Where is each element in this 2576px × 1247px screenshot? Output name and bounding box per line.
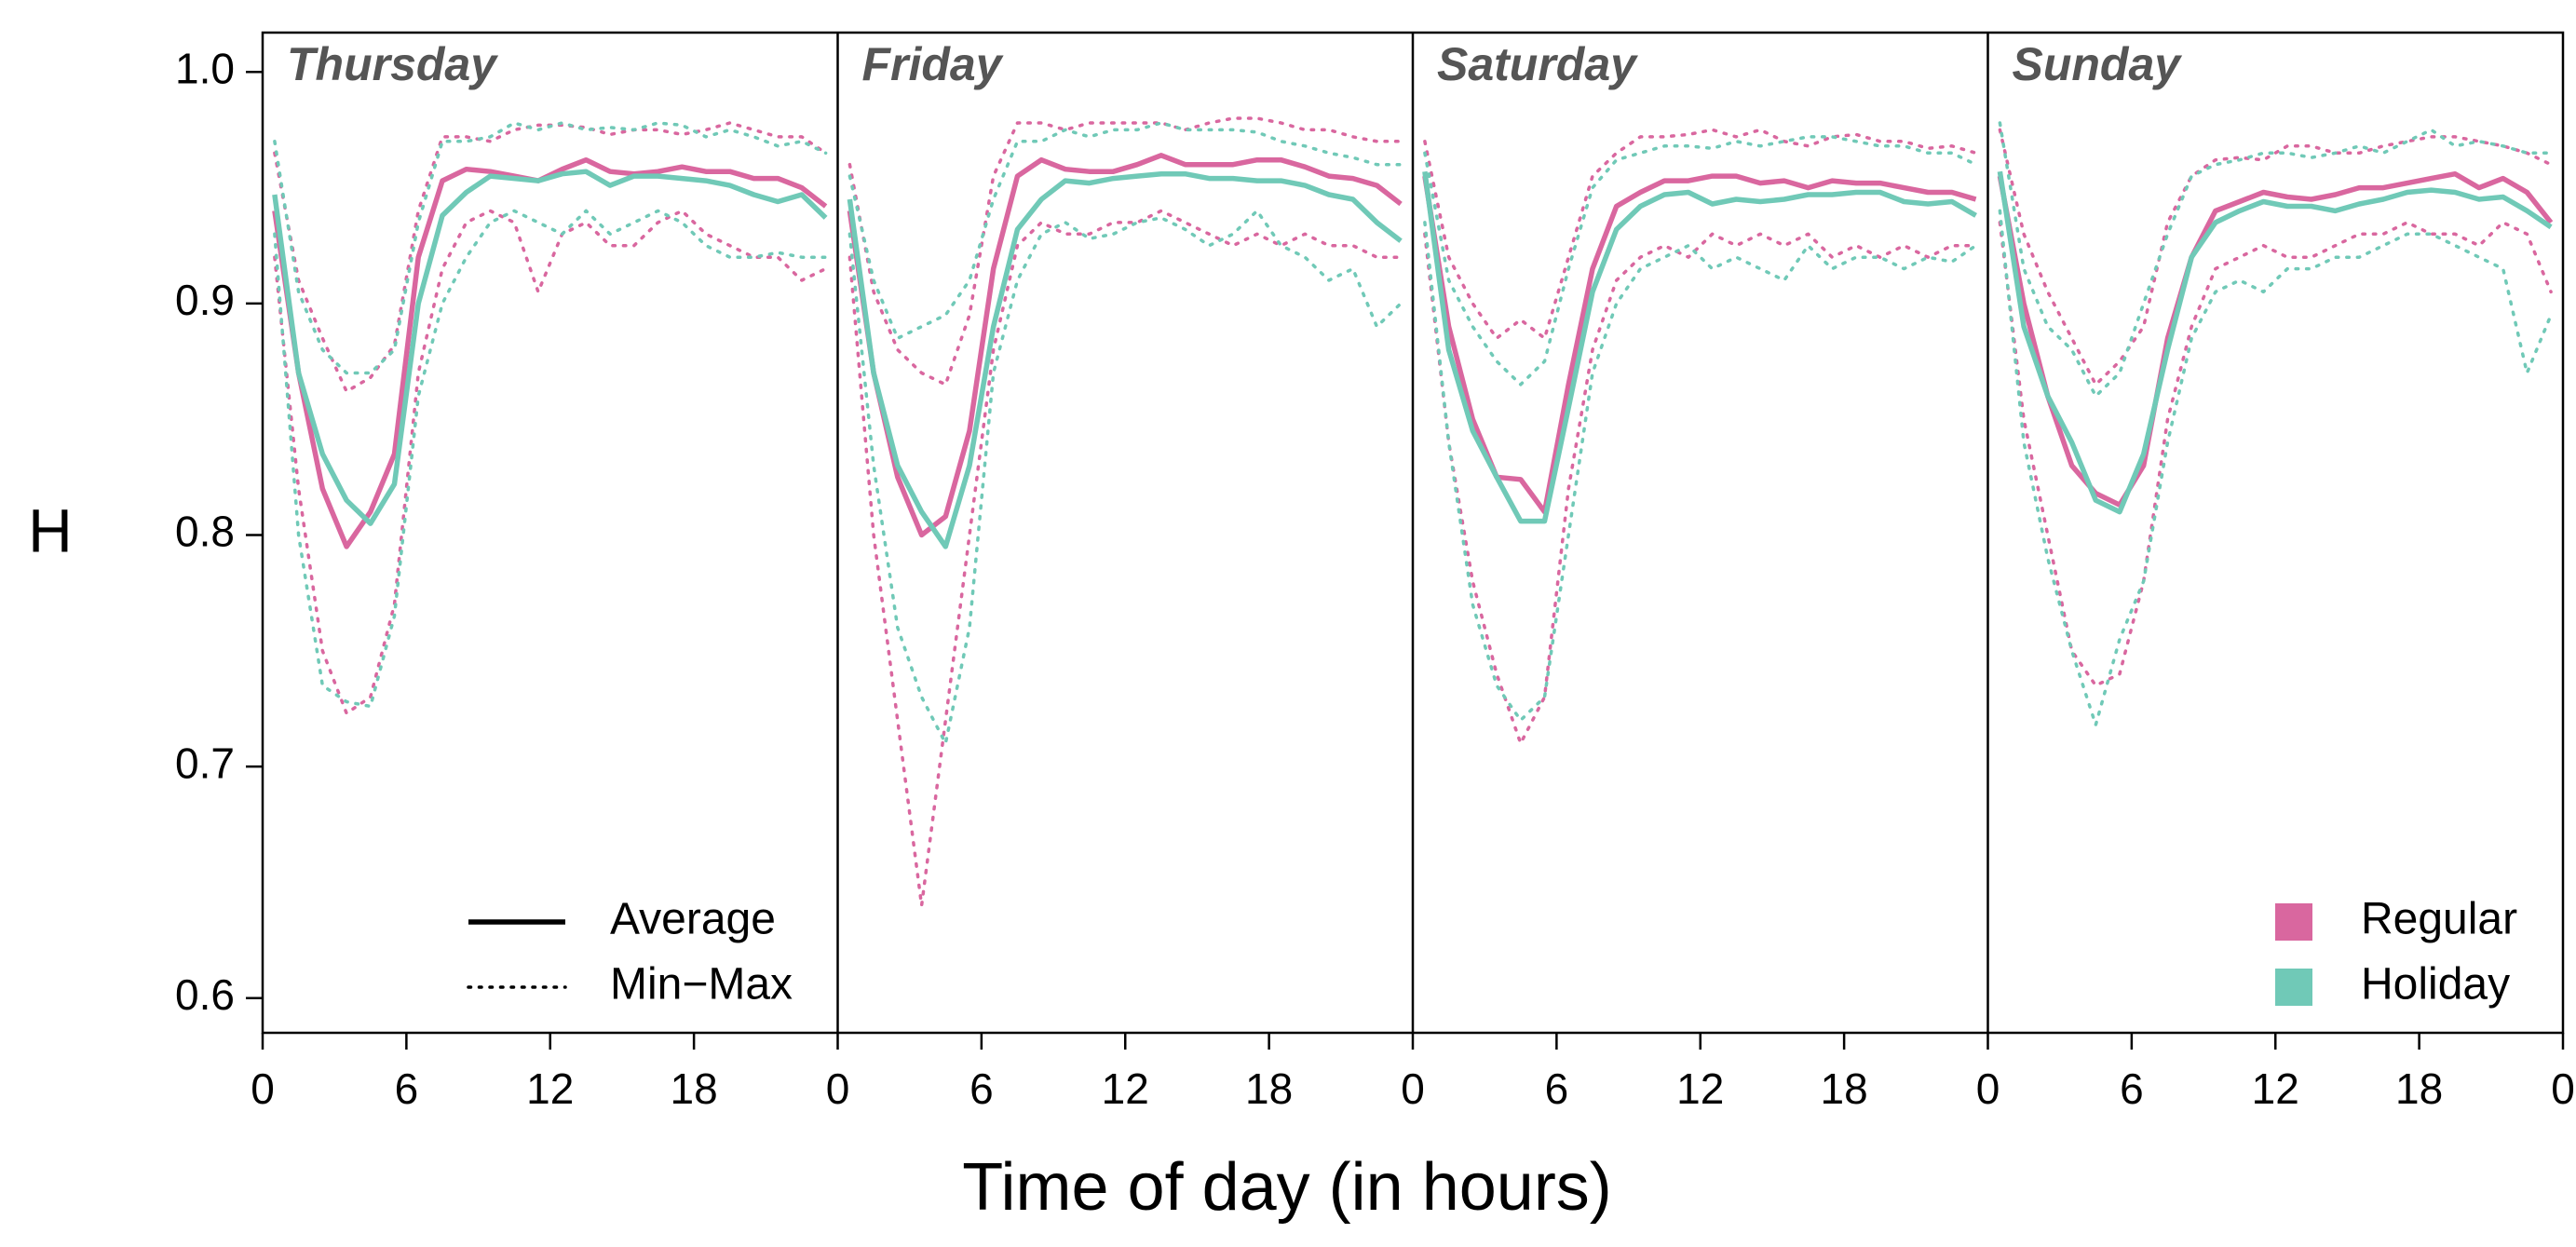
plot-frame <box>261 31 2565 1035</box>
legend-swatch <box>2275 969 2312 1006</box>
x-tick-label: 0 <box>2551 1064 2575 1113</box>
x-tick-label: 12 <box>1102 1064 1149 1113</box>
x-tick-label: 12 <box>526 1064 574 1113</box>
y-tick-label: 0.9 <box>175 276 235 324</box>
x-tick-label: 0 <box>1976 1064 2000 1113</box>
minmax-line <box>847 121 1403 340</box>
minmax-line <box>847 116 1403 386</box>
minmax-line <box>847 209 1403 908</box>
average-line <box>1997 170 2553 515</box>
y-tick-label: 1.0 <box>175 44 235 92</box>
y-tick-label: 0.8 <box>175 508 235 556</box>
x-tick-label: 6 <box>395 1064 419 1113</box>
average-line <box>272 156 828 549</box>
minmax-line <box>273 121 828 394</box>
minmax-line <box>273 121 828 375</box>
minmax-line <box>1423 135 1978 386</box>
y-axis-title: H <box>28 495 73 564</box>
minmax-line <box>1423 221 1978 723</box>
x-tick-label: 18 <box>1821 1064 1868 1113</box>
panel-title: Thursday <box>287 38 498 90</box>
minmax-line <box>1998 128 2553 386</box>
y-tick-label: 0.7 <box>175 739 235 787</box>
x-tick-label: 18 <box>2395 1064 2443 1113</box>
minmax-line <box>1998 121 2553 399</box>
average-line <box>847 170 1403 549</box>
average-line <box>1997 170 2554 508</box>
minmax-line <box>1998 221 2553 687</box>
x-tick-label: 6 <box>2120 1064 2144 1113</box>
x-tick-label: 12 <box>2252 1064 2299 1113</box>
minmax-line <box>273 209 828 715</box>
minmax-line <box>847 209 1403 745</box>
x-tick-label: 18 <box>1245 1064 1293 1113</box>
x-tick-label: 12 <box>1676 1064 1724 1113</box>
x-tick-label: 18 <box>671 1064 718 1113</box>
panel-title: Friday <box>862 38 1004 90</box>
minmax-line <box>1423 232 1978 745</box>
x-tick-label: 0 <box>251 1064 275 1113</box>
average-line <box>1422 170 1977 524</box>
average-line <box>272 169 828 526</box>
legend-label: Regular <box>2361 895 2517 944</box>
legend-label: Average <box>610 895 776 944</box>
x-tick-label: 0 <box>1401 1064 1425 1113</box>
minmax-line <box>1423 128 1978 340</box>
x-tick-label: 6 <box>1545 1064 1569 1113</box>
legend-label: Holiday <box>2361 960 2510 1010</box>
legend-label: Min−Max <box>610 960 793 1010</box>
average-line <box>847 153 1403 538</box>
minmax-line <box>273 209 828 709</box>
x-tick-label: 0 <box>826 1064 850 1113</box>
minmax-line <box>1998 209 2553 727</box>
average-line <box>1422 173 1977 515</box>
y-tick-label: 0.6 <box>175 970 235 1019</box>
x-tick-label: 6 <box>969 1064 994 1113</box>
panel-title: Saturday <box>1437 38 1638 90</box>
panel-title: Sunday <box>2013 38 2183 90</box>
x-axis-title: Time of day (in hours) <box>962 1150 1612 1225</box>
legend-swatch <box>2275 903 2312 941</box>
